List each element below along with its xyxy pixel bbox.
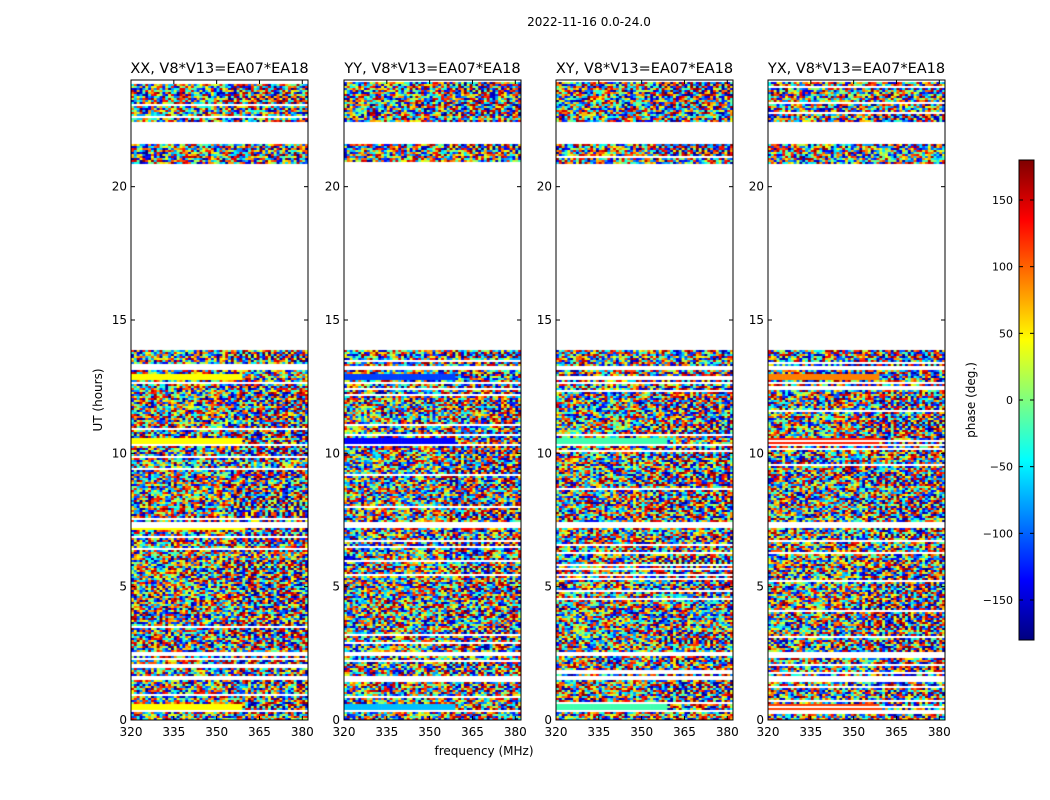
y-axis-label: UT (hours): [91, 368, 105, 431]
x-tick-label: 380: [504, 725, 527, 739]
panel-1: XX, V8*V13=EA07*EA18 320 335 350 365 380 0 5 10 1…: [112, 61, 314, 739]
x-tick-label: 350: [842, 725, 865, 739]
y-tick-label: 20: [537, 180, 552, 194]
y-tick-label: 0: [756, 713, 764, 727]
colorbar-label: phase (deg.): [964, 362, 978, 438]
y-tick-label: 5: [544, 580, 552, 594]
y-tick-label: 0: [119, 713, 127, 727]
y-tick-label: 20: [749, 180, 764, 194]
phase-heatmap: [768, 80, 945, 720]
x-tick-label: 335: [162, 725, 185, 739]
colorbar-tick-label: 100: [992, 261, 1013, 274]
colorbar-gradient: [1019, 160, 1034, 640]
colorbar-tick-label: 0: [1006, 394, 1013, 407]
colorbar: 150 100 50 0 −50 −100 −150: [983, 159, 1035, 641]
phase-heatmap: [344, 80, 521, 720]
x-tick-label: 365: [885, 725, 908, 739]
x-tick-label: 380: [291, 725, 314, 739]
y-tick-label: 20: [325, 180, 340, 194]
colorbar-tick-label: 50: [999, 327, 1013, 340]
panel-title: YX, V8*V13=EA07*EA18: [767, 61, 945, 77]
colorbar-tick-label: −150: [983, 594, 1013, 607]
y-tick-label: 10: [112, 446, 127, 460]
y-tick-label: 15: [537, 313, 552, 327]
y-tick-label: 0: [544, 713, 552, 727]
y-tick-label: 20: [112, 180, 127, 194]
y-tick-label: 10: [325, 446, 340, 460]
y-tick-label: 10: [749, 446, 764, 460]
axes-frame: [767, 79, 946, 721]
y-tick-label: 5: [332, 580, 340, 594]
panel-title: YY, V8*V13=EA07*EA18: [343, 61, 520, 77]
colorbar-tick-label: −50: [990, 461, 1013, 474]
subplot-panels: XX, V8*V13=EA07*EA18 320 335 350 365 380 0 5 10 1…: [112, 61, 951, 739]
x-tick-label: 365: [461, 725, 484, 739]
axes-frame: [130, 79, 309, 721]
y-tick-label: 5: [756, 580, 764, 594]
phase-heatmap: [556, 80, 733, 720]
x-tick-label: 320: [333, 725, 356, 739]
y-tick-label: 15: [325, 313, 340, 327]
x-tick-label: 320: [757, 725, 780, 739]
x-tick-label: 335: [799, 725, 822, 739]
panel-title: XX, V8*V13=EA07*EA18: [130, 61, 308, 77]
colorbar-tick-label: 150: [992, 194, 1013, 207]
x-tick-label: 350: [205, 725, 228, 739]
panel-4: YX, V8*V13=EA07*EA18 320 335 350 365 380 0 5 10 1…: [749, 61, 951, 739]
x-tick-label: 335: [587, 725, 610, 739]
y-tick-label: 10: [537, 446, 552, 460]
x-tick-label: 365: [673, 725, 696, 739]
y-tick-label: 15: [112, 313, 127, 327]
axes-frame: [343, 79, 522, 721]
x-tick-label: 380: [928, 725, 951, 739]
x-tick-label: 350: [630, 725, 653, 739]
y-tick-label: 0: [332, 713, 340, 727]
x-tick-label: 350: [418, 725, 441, 739]
y-tick-label: 15: [749, 313, 764, 327]
x-tick-label: 380: [716, 725, 739, 739]
panel-3: XY, V8*V13=EA07*EA18 320 335 350 365 380 0 5 10 1…: [537, 61, 739, 739]
x-tick-label: 320: [545, 725, 568, 739]
panel-title: XY, V8*V13=EA07*EA18: [556, 61, 733, 77]
x-tick-label: 365: [248, 725, 271, 739]
axes-frame: [555, 79, 734, 721]
phase-heatmap: [131, 80, 308, 720]
x-axis-label: frequency (MHz): [434, 744, 533, 758]
panel-2: YY, V8*V13=EA07*EA18 320 335 350 365 380 0 5 10 1…: [325, 61, 527, 739]
figure-suptitle: 2022-11-16 0.0-24.0: [527, 15, 651, 29]
x-tick-label: 320: [120, 725, 143, 739]
y-tick-label: 5: [119, 580, 127, 594]
x-tick-label: 335: [375, 725, 398, 739]
colorbar-tick-label: −100: [983, 527, 1013, 540]
